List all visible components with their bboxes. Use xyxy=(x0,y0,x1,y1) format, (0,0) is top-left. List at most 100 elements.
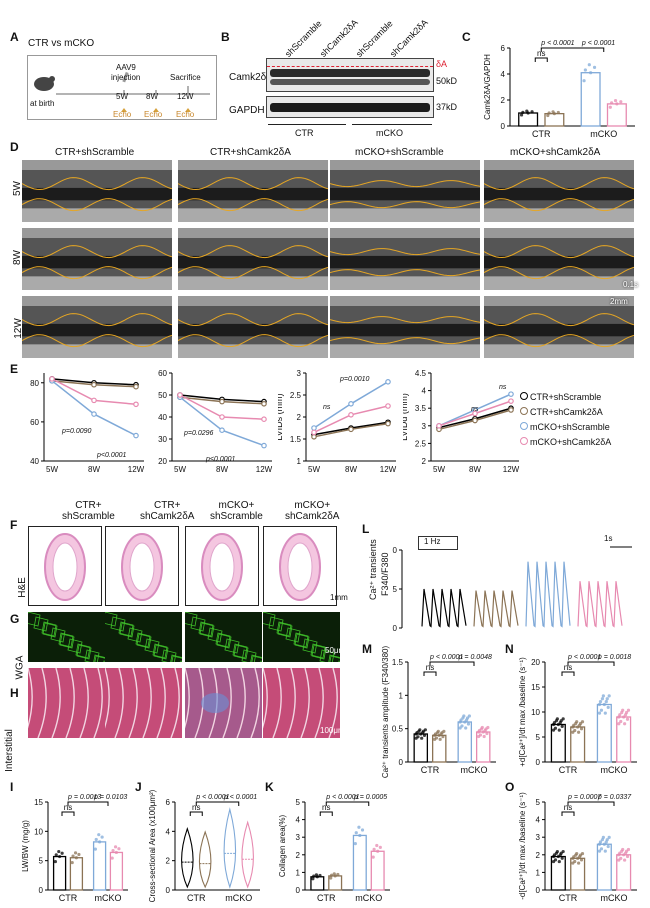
y-tick-label: 10 xyxy=(34,827,43,836)
data-point xyxy=(73,851,78,855)
freq-box xyxy=(418,536,458,550)
echo-mmode-image xyxy=(22,296,172,358)
data-point xyxy=(111,848,115,853)
x-tick-label: 5W xyxy=(46,465,58,474)
western-blot-camk2d xyxy=(266,58,434,92)
data-point xyxy=(436,422,442,429)
y-tick-label: 15 xyxy=(34,798,43,807)
wga-cell xyxy=(198,621,214,637)
y-tick-label: 1.5 xyxy=(392,585,398,594)
echo-mmode-image xyxy=(22,160,172,222)
stat-label: p=0.0010 xyxy=(339,376,369,383)
wga-cell xyxy=(328,654,340,662)
y-tick-label: 4.5 xyxy=(415,369,427,378)
tissue-gap xyxy=(114,668,124,738)
echo-band xyxy=(178,323,328,337)
wga-cell xyxy=(260,660,262,662)
tissue-gap xyxy=(128,668,138,738)
y-tick-label: 1 xyxy=(297,457,302,466)
echo-band xyxy=(330,323,480,337)
data-point xyxy=(482,734,486,739)
echo-trace xyxy=(22,313,172,327)
data-point xyxy=(54,853,58,857)
data-point xyxy=(620,849,624,853)
tissue-gap xyxy=(142,668,152,738)
data-point xyxy=(417,729,421,733)
data-point xyxy=(617,715,621,719)
ca-trace xyxy=(473,590,519,628)
l-ylabel: F340/F380 xyxy=(380,552,390,596)
deltaA-dashed-line xyxy=(267,66,433,67)
data-point xyxy=(311,425,317,431)
data-point xyxy=(598,700,603,704)
echo-band xyxy=(330,208,480,222)
y-tick-label: 60 xyxy=(158,369,167,378)
panel-label-a: A xyxy=(10,30,19,44)
x-tick-label: mCKO xyxy=(225,893,252,903)
stat-label: ns xyxy=(323,404,331,411)
echo-trace xyxy=(178,266,328,280)
data-point xyxy=(546,113,550,118)
data-point xyxy=(458,720,462,724)
echo-mmode-image xyxy=(330,228,480,290)
x-tick-label: 12W xyxy=(256,465,273,474)
wga-cell xyxy=(268,616,284,632)
data-point xyxy=(551,854,556,859)
echo-trace xyxy=(330,180,480,188)
ns-label: ns xyxy=(564,663,572,672)
data-point xyxy=(358,833,362,838)
data-point xyxy=(607,835,611,839)
tissue-gap xyxy=(93,668,103,738)
data-point xyxy=(579,858,584,862)
collagen-region xyxy=(201,693,229,713)
data-point xyxy=(561,849,565,854)
p-value: p < 0.0001 xyxy=(540,40,574,47)
data-point xyxy=(353,842,357,846)
wga-cell xyxy=(144,638,160,654)
panel-label-e: E xyxy=(10,362,19,376)
p-value: p = 0.0337 xyxy=(597,794,632,801)
data-point xyxy=(420,736,424,740)
data-point xyxy=(433,733,437,737)
timeline-box xyxy=(27,55,217,120)
data-point xyxy=(603,711,607,715)
data-point xyxy=(133,383,139,390)
echo-band xyxy=(22,208,172,222)
echo-mmode-image xyxy=(330,160,480,222)
data-point xyxy=(602,842,606,846)
y-tick-label: 6 xyxy=(501,44,506,53)
scale-time: 0.1s xyxy=(623,280,639,289)
panel-label-o: O xyxy=(505,780,515,794)
data-point xyxy=(311,429,317,436)
data-point xyxy=(478,733,483,737)
echo-band xyxy=(178,255,328,269)
stat-label: p=0.0296 xyxy=(183,430,213,437)
legend-item: CTR+shScramble xyxy=(520,392,611,407)
data-point xyxy=(592,65,597,69)
data-point xyxy=(554,719,559,723)
y-tick-label: 5 xyxy=(536,798,541,807)
y-axis-title: -d[Ca²⁺]/dt max /baseline (s⁻¹) xyxy=(518,792,527,900)
y-tick-label: 1.5 xyxy=(290,435,302,444)
y-tick-label: 2 xyxy=(296,851,301,860)
stat-label: ns xyxy=(471,406,479,413)
y-tick-label: 4 xyxy=(296,816,301,825)
echo-band xyxy=(484,344,634,358)
tp-5w: 5W xyxy=(116,92,128,101)
data-point xyxy=(94,837,98,842)
data-point xyxy=(318,873,322,878)
echo-band xyxy=(484,160,634,170)
wga-cell xyxy=(329,655,340,662)
x-tick-label: mCKO xyxy=(601,765,628,775)
data-point xyxy=(385,420,391,427)
panel-label-h: H xyxy=(10,686,19,700)
data-point xyxy=(329,876,333,880)
x-tick-label: mCKO xyxy=(355,893,382,903)
data-point xyxy=(354,831,358,835)
data-point xyxy=(348,400,354,407)
tissue-gap xyxy=(222,668,232,738)
y-tick-label: 1.0 xyxy=(392,624,398,633)
injection-label: injection xyxy=(111,73,141,82)
ns-bracket xyxy=(561,811,575,816)
wga-cell xyxy=(118,621,134,637)
